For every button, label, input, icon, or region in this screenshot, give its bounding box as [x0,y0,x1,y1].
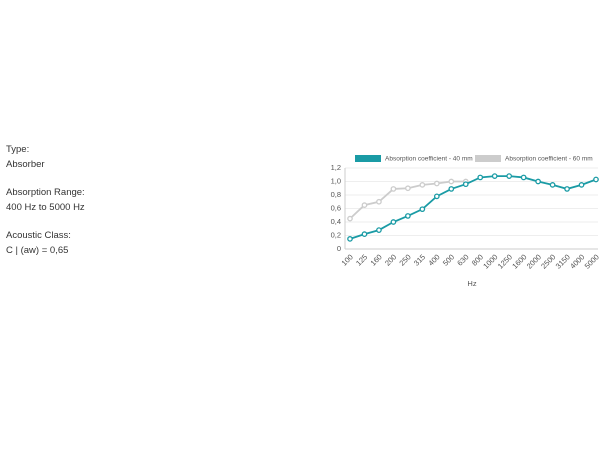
point [361,202,368,208]
legend-label: Absorption coefficient - 60 mm [505,156,593,163]
point [419,206,426,213]
x-axis-label: Hz [467,279,476,288]
y-tick-label: 1,0 [331,176,341,185]
x-tick-label: 2000 [525,252,543,270]
x-tick-label: 1250 [496,252,514,270]
info-label: Absorption Range: [6,187,85,198]
y-tick-label: 0,6 [331,203,341,212]
point [549,182,556,188]
x-tick-label: 315 [412,252,427,267]
point [361,231,368,237]
legend-swatch [355,155,381,162]
point [491,173,498,179]
point [433,193,440,200]
x-tick-label: 125 [354,252,369,267]
x-tick-label: 400 [426,252,441,267]
point [405,185,411,192]
point [593,176,599,183]
info-label: Acoustic Class: [6,230,71,241]
point [419,182,426,188]
info-panel: Type: Absorber Absorption Range: 400 Hz to … [6,143,85,272]
point [376,227,382,233]
y-tick-label: 0,2 [331,230,341,239]
x-tick-label: 1000 [481,252,499,270]
point [448,178,455,185]
info-group: Type: Absorber [6,143,85,172]
point [390,219,397,225]
x-tick-label: 100 [340,252,355,267]
x-tick-label: 4000 [568,252,586,270]
x-tick-label: 200 [383,252,398,267]
point [347,215,353,222]
series-line [349,175,597,240]
y-tick-label: 1,2 [331,163,341,172]
x-tick-label: 630 [455,252,470,267]
point [376,198,382,205]
x-tick-label: 2500 [539,252,557,270]
x-tick-label: 5000 [583,252,601,270]
x-tick-label: 250 [397,252,412,267]
y-tick-label: 0,4 [331,217,341,226]
point [433,180,440,187]
point [520,174,527,181]
y-tick-label: 0 [337,244,341,253]
point [564,186,570,192]
point [448,186,455,192]
x-tick-label: 500 [441,252,456,267]
point [405,213,411,219]
info-label: Type: [6,144,30,155]
info-value: Absorber [6,158,45,170]
x-tick-label: 160 [369,252,384,267]
info-value: C | (aw) = 0,65 [6,244,69,256]
x-tick-label: 3150 [554,252,572,270]
y-tick-label: 0,8 [331,190,341,199]
point [506,173,513,179]
legend-label: Absorption coefficient - 40 mm [385,156,473,163]
point [390,186,397,192]
point [462,181,469,188]
point [477,174,484,181]
info-value: 400 Hz to 5000 Hz [6,201,85,213]
x-tick-label: 1600 [510,252,528,270]
point [347,236,353,242]
point [578,182,585,188]
legend-swatch [475,155,501,162]
point [535,178,541,185]
info-group: Acoustic Class: C | (aw) = 0,65 [6,229,85,258]
info-group: Absorption Range: 400 Hz to 5000 Hz [6,186,85,215]
